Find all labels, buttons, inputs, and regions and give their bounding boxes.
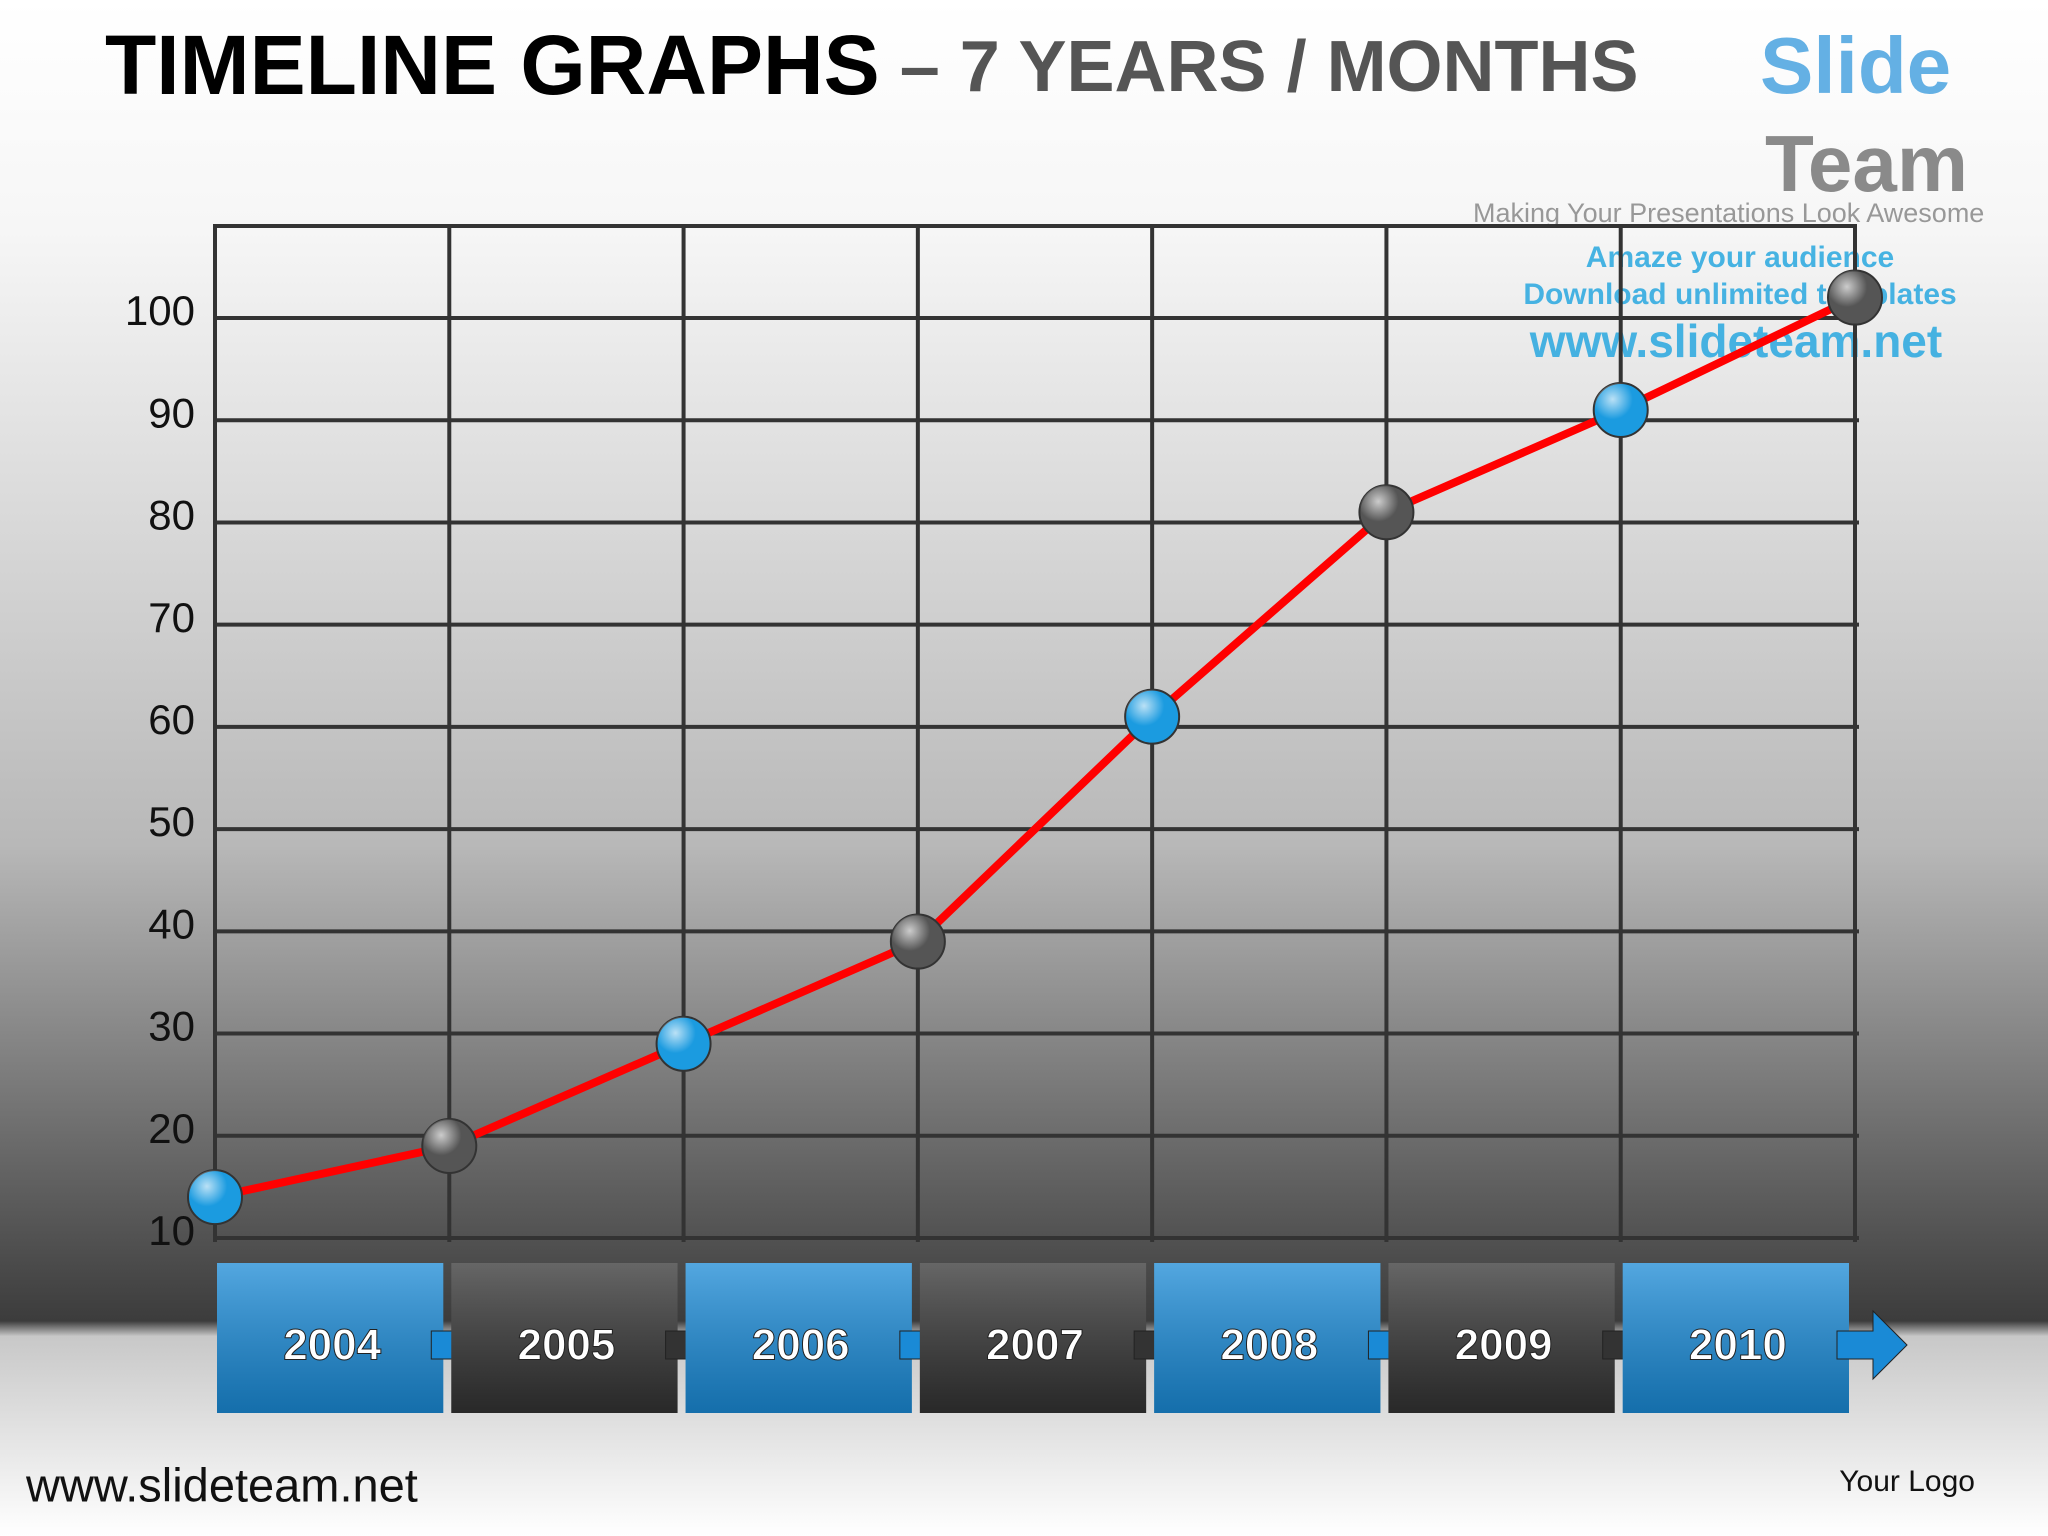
- watermark-brand: Team: [1765, 119, 1968, 208]
- y-tick-label: 20: [148, 1105, 195, 1152]
- data-point-highlight: [1125, 689, 1180, 744]
- watermark: Slide Team Making Your Presentations Loo…: [1473, 21, 1984, 367]
- data-point-highlight: [1593, 383, 1648, 437]
- watermark-tagline: Making Your Presentations Look Awesome: [1473, 198, 1984, 228]
- timeline-label: 2005: [517, 1321, 615, 1370]
- data-point-highlight: [1828, 270, 1882, 325]
- timeline-arrow: [1836, 1309, 1908, 1381]
- y-tick-label: 50: [148, 798, 195, 845]
- timeline-shade: [1388, 1263, 1615, 1413]
- timeline-shade: [451, 1263, 678, 1413]
- footer-url: www.slideteam.net: [25, 1458, 418, 1511]
- timeline-shade: [1154, 1263, 1381, 1413]
- y-tick-label: 60: [148, 696, 195, 743]
- timeline-label: 2009: [1455, 1321, 1553, 1370]
- data-line: [214, 293, 1857, 1202]
- data-point-highlight: [422, 1119, 477, 1173]
- y-tick-label: 30: [148, 1003, 195, 1050]
- watermark-brand: Slide: [1760, 21, 1951, 110]
- data-point-highlight: [1359, 485, 1414, 540]
- timeline-shade: [685, 1263, 912, 1413]
- timeline-label: 2004: [283, 1321, 381, 1370]
- data-point-highlight: [188, 1170, 242, 1225]
- watermark-url: www.slideteam.net: [1529, 315, 1942, 367]
- y-tick-label: 100: [125, 287, 195, 334]
- timeline-shade: [217, 1263, 444, 1413]
- timeline-label: 2006: [752, 1321, 850, 1370]
- timeline-label: 2010: [1689, 1321, 1787, 1370]
- data-point-highlight: [656, 1016, 711, 1071]
- y-tick-label: 80: [148, 492, 195, 539]
- title: TIMELINE GRAPHS – 7 YEARS / MONTHS: [105, 18, 1639, 112]
- timeline-shade: [919, 1263, 1147, 1413]
- watermark-text: Amaze your audience: [1586, 241, 1894, 274]
- timeline-label: 2007: [986, 1321, 1084, 1370]
- y-tick-label: 10: [148, 1207, 195, 1254]
- plot: 10 20 30 40 50 60 70 80 90 100 2004 2005 2006 2007 200…: [125, 224, 1908, 1413]
- y-tick-label: 70: [148, 594, 195, 641]
- timeline-label: 2008: [1220, 1321, 1318, 1370]
- footer-logo: Your Logo: [1839, 1465, 1975, 1498]
- y-tick-label: 40: [148, 900, 195, 947]
- timeline-shade: [1622, 1263, 1849, 1413]
- data-point-highlight: [890, 914, 945, 969]
- watermark-text: Download unlimited templates: [1523, 278, 1956, 311]
- y-tick-label: 90: [148, 389, 195, 436]
